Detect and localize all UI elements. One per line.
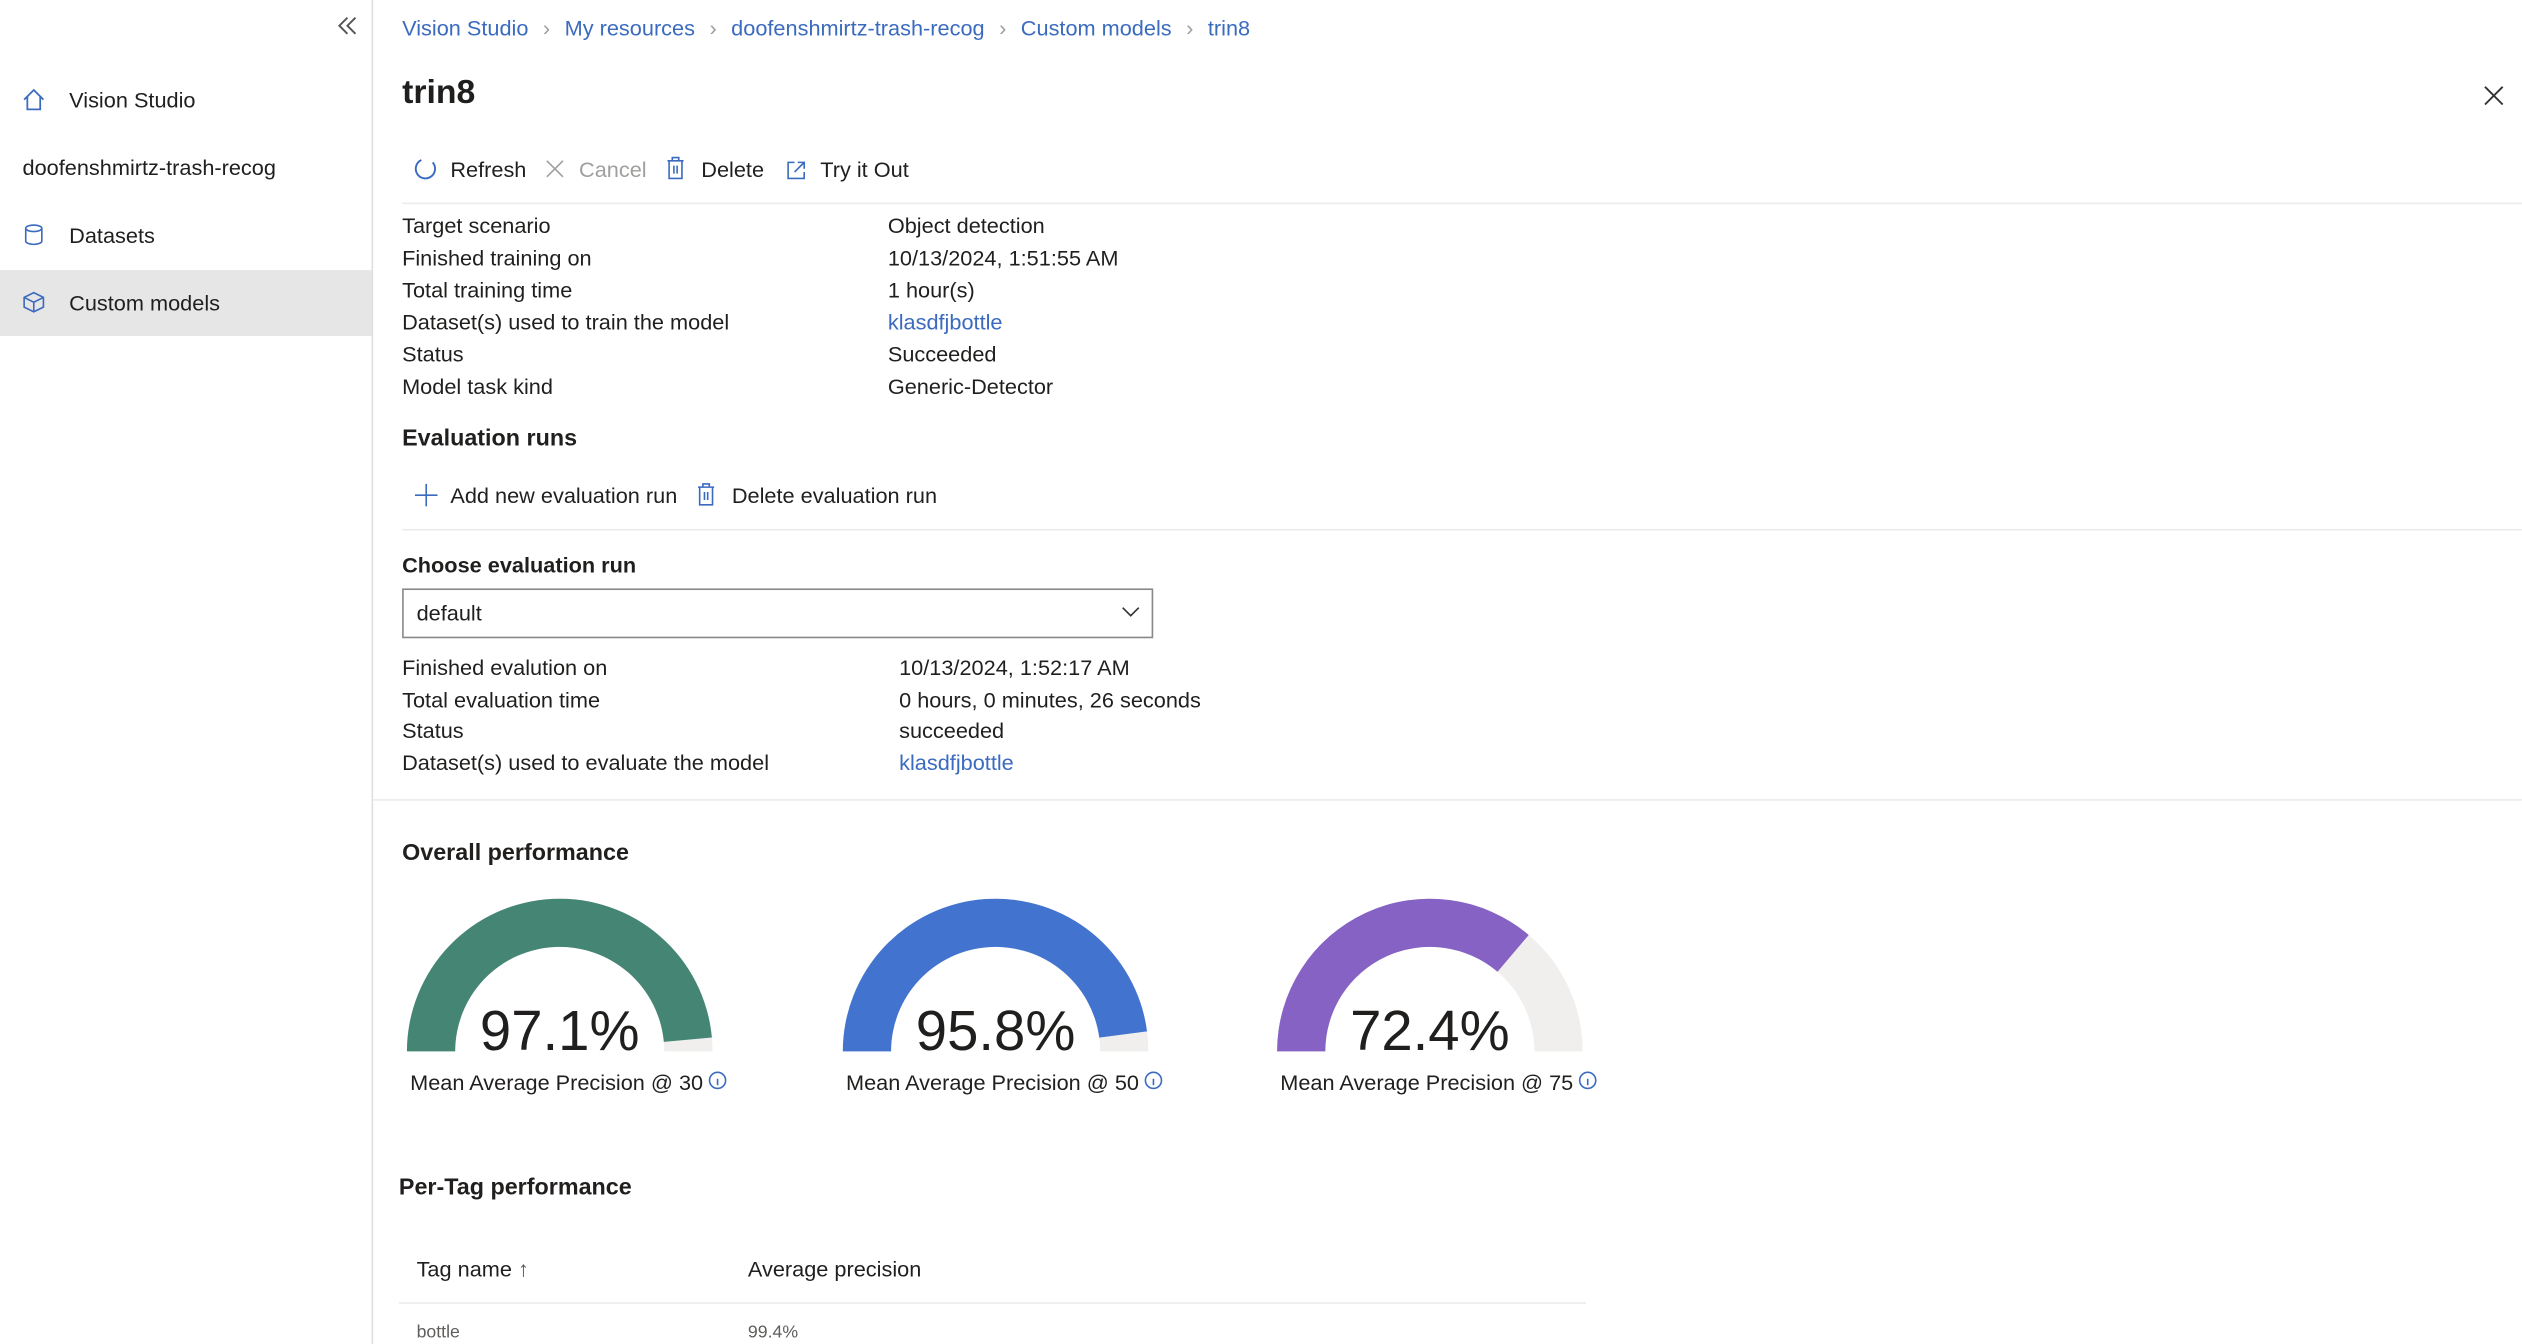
detail-label: Model task kind xyxy=(402,373,553,398)
detail-label: Target scenario xyxy=(402,213,551,238)
chevron xyxy=(1122,607,1140,617)
gauge-value: 95.8% xyxy=(915,999,1075,1062)
open-icon xyxy=(787,161,806,180)
detail-label: Finished evalution on xyxy=(402,655,608,681)
detail-label: Status xyxy=(402,341,464,366)
info-icon xyxy=(708,1071,727,1090)
detail-value: Object detection xyxy=(887,213,1045,238)
cancel-icon xyxy=(546,160,564,178)
divider xyxy=(373,799,2522,801)
detail-value: succeeded xyxy=(899,719,1005,744)
sidebar: Vision Studio doofenshmirtz-trash-recog … xyxy=(0,0,374,1344)
table-cell: bottle xyxy=(416,1323,460,1343)
collapse-icon[interactable] xyxy=(338,16,357,35)
crumb[interactable]: trin8 xyxy=(1207,16,1251,41)
page-title: trin8 xyxy=(402,73,476,111)
column-header[interactable]: Tag name ↑ xyxy=(416,1257,529,1282)
detail-label: Dataset(s) used to train the model xyxy=(402,309,730,334)
dropdown-value: default xyxy=(416,601,482,626)
close-icon[interactable] xyxy=(2483,85,2504,106)
gauge-caption: Mean Average Precision @ 75 xyxy=(1280,1070,1573,1095)
detail-value: Succeeded xyxy=(887,341,997,366)
action-button[interactable]: Delete evaluation run xyxy=(731,483,938,509)
gauge-value: 72.4% xyxy=(1350,999,1510,1062)
detail-value: 10/13/2024, 1:52:17 AM xyxy=(899,655,1130,681)
detail-label: Finished training on xyxy=(402,245,592,270)
column-header[interactable]: Average precision xyxy=(747,1257,922,1282)
detail-value[interactable]: klasdfjbottle xyxy=(899,750,1014,776)
gauge-caption: Mean Average Precision @ 30 xyxy=(410,1070,703,1095)
dataset-icon xyxy=(24,224,43,246)
divider xyxy=(402,528,2522,531)
header-text: Tag name xyxy=(416,1257,512,1282)
toolbar-button[interactable]: Refresh xyxy=(450,157,527,182)
toolbar-button[interactable]: Try it Out xyxy=(820,157,909,182)
crumb[interactable]: doofenshmirtz-trash-recog xyxy=(731,16,985,41)
detail-value[interactable]: klasdfjbottle xyxy=(887,309,1003,334)
crumb[interactable]: My resources xyxy=(564,16,695,41)
table-cell: 99.4% xyxy=(747,1323,799,1343)
nav-item[interactable]: Custom models xyxy=(69,290,221,316)
resource-name: doofenshmirtz-trash-recog xyxy=(22,155,276,181)
detail-label: Status xyxy=(402,719,464,744)
detail-value: 10/13/2024, 1:51:55 AM xyxy=(887,245,1119,270)
refresh-icon xyxy=(414,159,436,180)
detail-value: 1 hour(s) xyxy=(887,277,975,302)
gauge-caption: Mean Average Precision @ 50 xyxy=(845,1070,1138,1095)
nav-item[interactable]: Datasets xyxy=(69,223,155,248)
info-icon xyxy=(1143,1071,1162,1090)
gauge-arc xyxy=(406,898,712,1052)
section-title: Overall performance xyxy=(402,840,629,867)
delete-icon xyxy=(667,156,684,180)
detail-value: Generic-Detector xyxy=(887,373,1054,398)
model-icon xyxy=(23,291,45,313)
gauge: 72.4% Mean Average Precision @ 75 xyxy=(1277,898,1597,1095)
divider xyxy=(398,1302,1586,1304)
detail-label: Dataset(s) used to evaluate the model xyxy=(402,750,770,776)
nav-item[interactable]: Vision Studio xyxy=(69,88,196,113)
crumb[interactable]: Vision Studio xyxy=(402,16,529,41)
gauge-arc xyxy=(841,898,1147,1052)
gauge-arc xyxy=(1277,898,1529,1052)
add-icon xyxy=(414,483,438,507)
detail-label: Total evaluation time xyxy=(402,687,601,712)
dropdown[interactable]: default xyxy=(402,588,1154,639)
detail-label: Total training time xyxy=(402,277,573,302)
section-title: Evaluation runs xyxy=(402,426,578,452)
field-label: Choose evaluation run xyxy=(402,553,637,578)
gauge: 97.1% Mean Average Precision @ 30 xyxy=(406,898,727,1095)
selected-bg xyxy=(0,270,372,337)
delete-icon xyxy=(698,483,715,506)
gauge: 95.8% Mean Average Precision @ 50 xyxy=(841,898,1162,1095)
action-button[interactable]: Add new evaluation run xyxy=(450,483,678,509)
detail-value: 0 hours, 0 minutes, 26 seconds xyxy=(899,687,1201,712)
divider xyxy=(402,202,2522,205)
home-icon xyxy=(23,88,45,111)
section-title: Per-Tag performance xyxy=(398,1175,632,1201)
toolbar-button[interactable]: Cancel xyxy=(579,157,647,182)
info-icon xyxy=(1578,1071,1597,1090)
toolbar-button[interactable]: Delete xyxy=(701,157,765,182)
breadcrumb: Vision Studio › My resources › doofenshmirtz… xyxy=(402,16,1251,41)
gauge-value: 97.1% xyxy=(480,999,640,1062)
crumb[interactable]: Custom models xyxy=(1020,16,1172,41)
